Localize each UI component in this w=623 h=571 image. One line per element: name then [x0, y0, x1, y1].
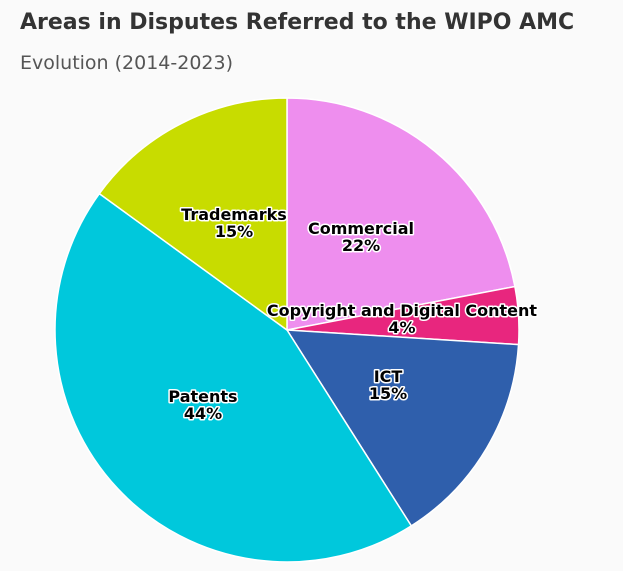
slice-percent-patents: 44%: [184, 404, 222, 423]
pie-slices: [55, 98, 519, 562]
slice-percent-commercial: 22%: [342, 236, 380, 255]
slice-percent-copyright-and-digital-content: 4%: [388, 318, 415, 337]
slice-percent-ict: 15%: [369, 384, 407, 403]
slice-percent-trademarks: 15%: [215, 222, 253, 241]
